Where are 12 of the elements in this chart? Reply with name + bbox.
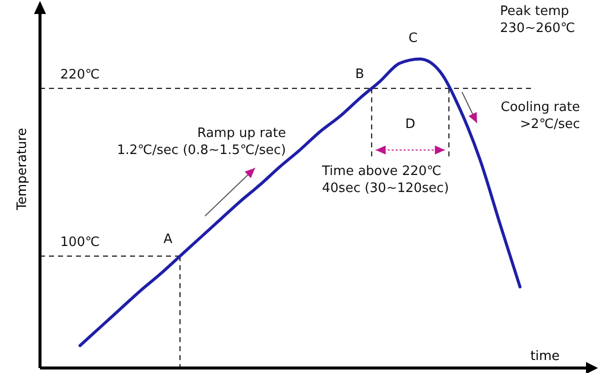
annotation: Cooling rate >2℃/sec [500,100,580,132]
annotation: Ramp up rate 1.2℃/sec (0.8~1.5℃/sec) [117,126,286,158]
annotation: A [164,232,173,247]
annotation: D [405,117,416,132]
annotation: Peak temp 230~260℃ [500,4,576,36]
x-axis-title: time [530,349,560,364]
annotation: B [355,67,364,82]
y-tick-label: 100℃ [60,235,100,250]
y-tick-label: 220℃ [60,67,100,82]
y-axis-title: Temperature [15,128,30,212]
annotation: C [408,31,418,46]
annotation: Time above 220℃ 40sec (30~120sec) [321,164,449,196]
